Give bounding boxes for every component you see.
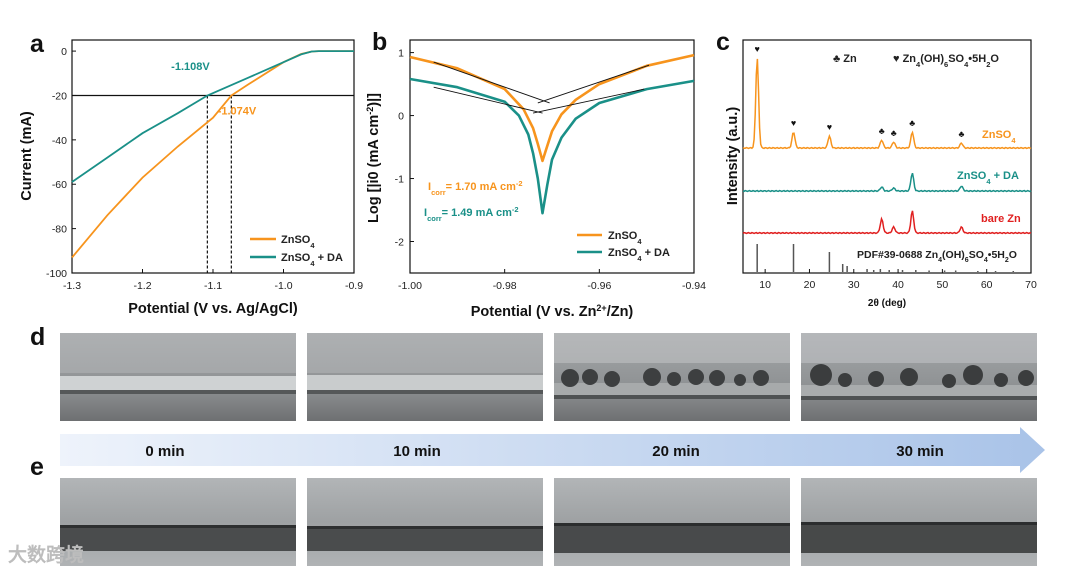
chart-a-legend-label-znso4-da: ZnSO4 + DA (281, 252, 343, 268)
chart-a-annotation-1: -1.074V (218, 105, 257, 117)
chart-b-y-tick-label-0: 1 (398, 48, 404, 60)
chart-c-trace-label-bare-zn: bare Zn (981, 213, 1021, 225)
chart-b-x-axis-label: Potential (V vs. Zn2+/Zn) (471, 303, 634, 320)
chart-a-x-tick-label-0: -1.3 (63, 280, 81, 292)
photo-d-30min (801, 333, 1037, 421)
chart-a-x-tick-label-4: -0.9 (345, 280, 363, 292)
chart-a-legend: ZnSO4 ZnSO4 + DA (250, 234, 343, 268)
chart-c: 10 20 30 40 50 60 70 ♥ ♥ ♥ ♣ ♣ ♣ ♣ 2θ (deg) Intensit… (725, 39, 1037, 309)
panel-label-d: d (30, 323, 45, 351)
chart-b-legend-label-znso4: ZnSO4 (608, 230, 642, 246)
chart-a-y-tick-label-4: -80 (52, 224, 67, 236)
photo-e-10min (307, 478, 543, 566)
chart-c-x-tick-label-1: 20 (804, 279, 816, 291)
photo-d-20min (554, 333, 790, 421)
chart-b-icorr-znso4: Icorr= 1.70 mA cm-2 (428, 179, 523, 197)
chart-a-y-tick-label-0: 0 (61, 46, 67, 58)
photo-row-e (60, 478, 1037, 566)
chart-c-legend-zn: ♣ Zn (833, 53, 857, 65)
photo-d-10min (307, 333, 543, 421)
chart-c-legend-zn4oh6so4: ♥ Zn4(OH)6SO4•5H2O (893, 53, 999, 69)
chart-b-x-tick-label-2: -0.96 (587, 280, 611, 292)
chart-c-peak-marker-3: ♣ (879, 126, 885, 136)
chart-a-x-tick-label-3: -1.0 (274, 280, 292, 292)
chart-b-tafel-line-1 (537, 64, 650, 104)
chart-a-series-znso4-da (71, 50, 354, 183)
chart-b-legend-label-znso4-da: ZnSO4 + DA (608, 247, 670, 263)
photo-e-30min (801, 478, 1037, 566)
time-label-1: 10 min (393, 443, 441, 460)
chart-b-y-tick-label-3: -2 (395, 237, 404, 249)
panel-label-b: b (372, 28, 387, 56)
chart-b: -1.00 -0.98 -0.96 -0.94 1 0 -1 -2 Potential (V … (365, 39, 706, 320)
chart-c-x-tick-label-0: 10 (759, 279, 771, 291)
chart-c-frame (742, 39, 1032, 274)
chart-a-y-tick-label-3: -60 (52, 179, 67, 191)
chart-c-peak-marker-2: ♥ (827, 122, 832, 132)
chart-c-peak-marker-5: ♣ (909, 118, 915, 128)
time-label-2: 20 min (652, 443, 700, 460)
chart-c-trace-label-znso4: ZnSO4 (982, 129, 1016, 145)
chart-a-frame (71, 39, 355, 274)
chart-c-series-znso4 (742, 58, 1032, 150)
photo-row-d (60, 333, 1037, 421)
chart-a: -1.3 -1.2 -1.1 -1.0 -0.9 0 -20 -40 -60 -80 -100 -1… (19, 39, 363, 317)
chart-c-trace-label-pdf: PDF#39-0688 Zn4(OH)6SO4•5H2O (857, 249, 1017, 264)
chart-c-peak-marker-4: ♣ (891, 128, 897, 138)
chart-b-series-znso4-da (409, 77, 695, 215)
chart-b-legend: ZnSO4 ZnSO4 + DA (577, 230, 670, 263)
chart-a-y-axis-label: Current (mA) (19, 111, 35, 201)
chart-c-y-axis-label: Intensity (a.u.) (725, 107, 741, 205)
chart-c-peak-marker-6: ♣ (958, 129, 964, 139)
chart-b-tafel-line-2 (433, 86, 543, 114)
chart-b-x-tick-label-1: -0.98 (493, 280, 517, 292)
chart-c-x-tick-label-4: 50 (937, 279, 949, 291)
chart-a-y-tick-label-5: -100 (46, 268, 67, 280)
chart-a-annotation-0: -1.108V (171, 61, 210, 73)
time-label-0: 0 min (145, 443, 184, 460)
photo-e-0min (60, 478, 296, 566)
chart-c-series-znso4-da (742, 172, 1032, 193)
chart-c-trace-label-znso4-da: ZnSO4 + DA (957, 170, 1019, 186)
chart-b-y-axis-label: Log [|i0 (mA cm-2)|] (365, 93, 382, 223)
chart-a-x-tick-label-1: -1.2 (133, 280, 151, 292)
chart-c-x-tick-label-2: 30 (848, 279, 860, 291)
chart-b-x-tick-label-3: -0.94 (682, 280, 706, 292)
chart-b-icorr-znso4-da: Icorr= 1.49 mA cm-2 (424, 205, 519, 223)
chart-b-y-tick-label-2: -1 (395, 174, 404, 186)
panel-label-c: c (716, 28, 730, 56)
chart-b-series-znso4 (409, 53, 695, 163)
chart-a-y-tick-label-2: -40 (52, 135, 67, 147)
chart-b-frame (409, 39, 695, 274)
chart-a-series-znso4 (71, 50, 354, 259)
chart-c-x-tick-label-3: 40 (892, 279, 904, 291)
watermark: 大数跨境 (8, 545, 85, 566)
chart-c-x-tick-label-6: 70 (1025, 279, 1037, 291)
chart-b-tafel-line-0 (433, 61, 550, 104)
panel-label-a: a (30, 30, 45, 58)
time-label-3: 30 min (896, 443, 944, 460)
time-arrow: 0 min 10 min 20 min 30 min (60, 427, 1045, 473)
chart-b-y-tick-label-1: 0 (398, 111, 404, 123)
chart-a-x-axis-label: Potential (V vs. Ag/AgCl) (128, 301, 298, 317)
panel-label-e: e (30, 453, 44, 481)
photo-e-20min (554, 478, 790, 566)
chart-a-y-tick-label-1: -20 (52, 90, 67, 102)
chart-c-series-bare-zn (742, 210, 1032, 235)
chart-b-tafel-line-3 (532, 88, 645, 114)
chart-c-peak-marker-0: ♥ (755, 44, 760, 54)
chart-a-legend-label-znso4: ZnSO4 (281, 234, 315, 250)
chart-b-x-tick-label-0: -1.00 (398, 280, 422, 292)
chart-c-peak-marker-1: ♥ (791, 118, 796, 128)
chart-c-x-tick-label-5: 60 (981, 279, 993, 291)
chart-a-x-tick-label-2: -1.1 (204, 280, 222, 292)
photo-d-0min (60, 333, 296, 421)
chart-c-x-axis-label: 2θ (deg) (868, 298, 906, 309)
